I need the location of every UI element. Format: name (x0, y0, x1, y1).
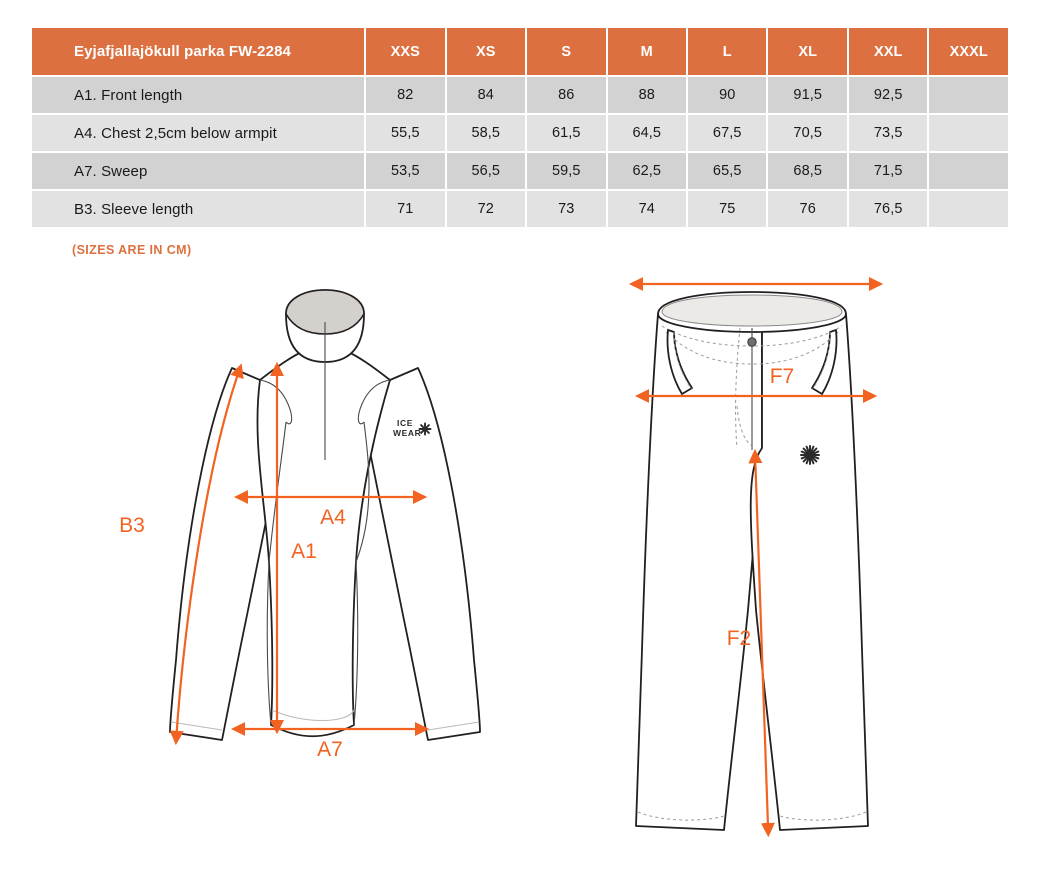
pants-right-leg (749, 313, 869, 831)
pants-illustration: F6 F7 F2 (628, 270, 884, 838)
measurement-value: 55,5 (366, 115, 445, 151)
jacket-side-seam-left (266, 561, 272, 726)
size-chart-table: Eyjafjallajökull parka FW-2284 XXS XS S … (30, 26, 1010, 229)
pants-waistband-stitch (661, 325, 843, 347)
measurement-value: 65,5 (688, 153, 767, 189)
measurement-value (929, 77, 1008, 113)
inseam-length-arrow (748, 448, 775, 838)
measurement-value: 86 (527, 77, 606, 113)
measurement-value: 53,5 (366, 153, 445, 189)
sleeve-length-arrow (169, 363, 244, 746)
dimension-label-f7: F7 (770, 365, 795, 388)
units-note: (SIZES ARE IN CM) (72, 243, 192, 257)
snowflake-icon (418, 422, 432, 436)
measurement-value: 71 (366, 191, 445, 227)
measurement-value: 84 (446, 77, 526, 113)
size-header-xxxl: XXXL (929, 28, 1008, 75)
pants-hem-stitch-left (637, 811, 725, 821)
size-header-xl: XL (768, 28, 847, 75)
product-title-header: Eyjafjallajökull parka FW-2284 (32, 28, 365, 75)
table-header-row: Eyjafjallajökull parka FW-2284 XXS XS S … (32, 28, 1008, 75)
size-header-xxl: XXL (848, 28, 928, 75)
size-header-m: M (607, 28, 686, 75)
measurement-value: 71,5 (848, 153, 928, 189)
jacket-raglan-seam-left (259, 379, 293, 425)
brand-text-ice: ICE (397, 418, 413, 428)
measurement-value (929, 191, 1008, 227)
measurement-value (929, 115, 1008, 151)
measurement-value: 61,5 (527, 115, 606, 151)
table-row: A4. Chest 2,5cm below armpit 55,5 58,5 6… (32, 115, 1008, 151)
jacket-raglan-seam-right (357, 379, 391, 425)
measurement-value: 58,5 (446, 115, 526, 151)
dimension-label-a7: A7 (317, 738, 343, 761)
measurement-value: 88 (607, 77, 686, 113)
size-header-s: S (527, 28, 606, 75)
measurement-value: 90 (688, 77, 767, 113)
measurement-value: 64,5 (607, 115, 686, 151)
pants-fly-stitch (735, 327, 741, 449)
pants-hem-stitch-right (779, 811, 867, 821)
dimension-label-f6: F6 (740, 270, 765, 273)
measurement-value: 76,5 (848, 191, 928, 227)
table-body: A1. Front length 82 84 86 88 90 91,5 92,… (32, 77, 1008, 227)
pants-left-leg (635, 313, 763, 831)
measurement-label: B3. Sleeve length (32, 191, 365, 227)
measurement-label: A7. Sweep (32, 153, 365, 189)
dimension-label-a4: A4 (320, 506, 346, 529)
pants-pocket-stitch-right (811, 331, 831, 391)
measurement-value: 82 (366, 77, 445, 113)
snowflake-icon (800, 445, 820, 465)
measurement-value: 62,5 (607, 153, 686, 189)
table-row: A7. Sweep 53,5 56,5 59,5 62,5 65,5 68,5 … (32, 153, 1008, 189)
table-row: A1. Front length 82 84 86 88 90 91,5 92,… (32, 77, 1008, 113)
table-row: B3. Sleeve length 71 72 73 74 75 76 76,5 (32, 191, 1008, 227)
pants-pocket-stitch-left (673, 331, 693, 391)
jacket-yoke-line-right (355, 421, 370, 563)
brand-text-wear: WEAR (393, 428, 421, 438)
pants-button-icon (747, 337, 757, 347)
dimension-label-b3: B3 (119, 514, 145, 537)
measurement-value: 74 (607, 191, 686, 227)
dimension-label-f2: F2 (727, 627, 752, 650)
measurement-value (929, 153, 1008, 189)
pants-fly-curve (736, 405, 753, 447)
size-header-l: L (688, 28, 767, 75)
measurement-value: 56,5 (446, 153, 526, 189)
measurement-value: 92,5 (848, 77, 928, 113)
measurement-value: 75 (688, 191, 767, 227)
pants-waistband-inner (661, 294, 843, 327)
measurement-value: 91,5 (768, 77, 847, 113)
measurement-value: 73,5 (848, 115, 928, 151)
measurement-value: 59,5 (527, 153, 606, 189)
measurement-value: 76 (768, 191, 847, 227)
measurement-label: A1. Front length (32, 77, 365, 113)
jacket-right-sleeve (363, 367, 481, 741)
measurement-label: A4. Chest 2,5cm below armpit (32, 115, 365, 151)
parka-illustration: ICE WEAR B3 A1 A4 A7 (119, 289, 481, 761)
jacket-side-seam-right (353, 561, 359, 726)
measurement-value: 67,5 (688, 115, 767, 151)
table-header: Eyjafjallajökull parka FW-2284 XXS XS S … (32, 28, 1008, 75)
measurement-value: 73 (527, 191, 606, 227)
illustrations-area: ICE WEAR B3 A1 A4 A7 (0, 270, 1038, 890)
size-header-xs: XS (446, 28, 526, 75)
measurement-value: 68,5 (768, 153, 847, 189)
jacket-cuff-stitch-right (427, 721, 480, 731)
size-chart-table-container: Eyjafjallajökull parka FW-2284 XXS XS S … (30, 26, 1010, 229)
measurement-value: 70,5 (768, 115, 847, 151)
jacket-collar-inner (285, 289, 365, 335)
dimension-label-a1: A1 (291, 540, 317, 563)
measurement-value: 72 (446, 191, 526, 227)
size-header-xxs: XXS (366, 28, 445, 75)
